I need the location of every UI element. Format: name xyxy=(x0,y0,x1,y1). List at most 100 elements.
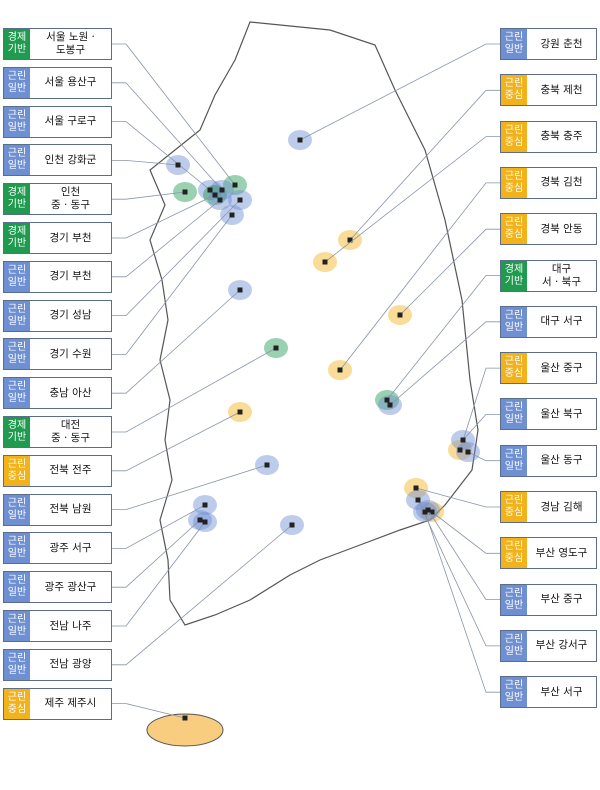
type-tag: 근린 일반 xyxy=(4,649,30,680)
leader-line xyxy=(112,521,206,627)
name-text: 충남 아산 xyxy=(49,386,92,399)
district-name: 충남 아산 xyxy=(30,378,111,408)
type-tag: 근린 일반 xyxy=(4,572,30,603)
name-text: 중 · 동구 xyxy=(51,199,90,212)
type-tag: 근린 일반 xyxy=(501,29,527,59)
tag-text: 중심 xyxy=(504,507,524,518)
district-name: 경기 부천 xyxy=(30,223,111,253)
tag-text: 일반 xyxy=(7,664,27,676)
tag-text: 근린 xyxy=(7,342,27,354)
tag-text: 경제 xyxy=(504,263,524,275)
leader-line xyxy=(112,464,268,511)
tag-text: 일반 xyxy=(7,393,27,405)
leader-line xyxy=(424,511,500,693)
leader-line xyxy=(112,43,236,186)
point xyxy=(337,367,343,373)
district-name: 울산 중구 xyxy=(527,353,596,383)
point xyxy=(415,497,421,503)
tag-text: 일반 xyxy=(504,460,524,472)
name-text: 전남 광양 xyxy=(49,658,92,671)
district-name: 대전 중 · 동구 xyxy=(30,417,111,447)
type-tag: 근린 일반 xyxy=(4,145,30,176)
leader-line xyxy=(427,509,500,600)
district-name: 전북 남원 xyxy=(30,495,111,525)
leader-line xyxy=(112,524,293,666)
name-text: 경기 수원 xyxy=(49,347,92,360)
label-box: 경제 기반 대전 중 · 동구 xyxy=(3,416,112,448)
leader-line xyxy=(467,451,500,462)
label-box: 근린 일반 충남 아산 xyxy=(3,377,112,410)
point xyxy=(217,197,223,203)
leader-line xyxy=(339,182,500,371)
tag-text: 중심 xyxy=(504,553,524,565)
leader-line xyxy=(112,411,241,472)
name-text: 강원 춘천 xyxy=(540,37,583,50)
district-name: 인천 중 · 동구 xyxy=(30,184,111,214)
district-name: 서울 용산구 xyxy=(30,68,111,98)
type-tag: 경제 기반 xyxy=(4,29,30,59)
name-text: 울산 북구 xyxy=(540,407,583,420)
leader-line xyxy=(112,159,179,166)
point xyxy=(237,287,243,293)
type-tag: 경제 기반 xyxy=(4,223,30,253)
district-name: 전남 광양 xyxy=(30,650,111,680)
name-text: 서울 구로구 xyxy=(44,115,97,128)
tag-text: 경제 xyxy=(7,187,27,199)
district-name: 경북 안동 xyxy=(527,214,596,244)
point xyxy=(384,397,390,403)
tag-text: 근린 xyxy=(504,402,524,414)
type-tag: 경제 기반 xyxy=(501,260,527,291)
tag-text: 근린 xyxy=(504,495,524,506)
point xyxy=(457,447,463,453)
label-box: 근린 일반 부산 강서구 xyxy=(500,629,597,662)
leader-line xyxy=(112,519,201,588)
tag-text: 근린 xyxy=(504,633,524,645)
point xyxy=(264,462,270,468)
jeju xyxy=(146,713,224,747)
type-tag: 근린 일반 xyxy=(4,261,30,292)
tag-text: 근린 xyxy=(504,587,524,599)
tag-text: 근린 xyxy=(7,70,27,82)
label-box: 근린 중심 경남 김해 xyxy=(500,491,597,523)
tag-text: 일반 xyxy=(7,121,27,133)
leader-line xyxy=(415,487,500,508)
type-tag: 근린 일반 xyxy=(4,533,30,564)
name-text: 경기 성남 xyxy=(49,309,92,322)
name-text: 부산 서구 xyxy=(540,685,583,698)
label-box: 근린 일반 전남 광양 xyxy=(3,648,112,681)
district-name: 충북 충주 xyxy=(527,122,596,152)
district-name: 경기 부천 xyxy=(30,262,111,292)
tag-text: 일반 xyxy=(504,692,524,704)
label-box: 근린 중심 경북 김천 xyxy=(500,166,597,199)
name-text: 충북 충주 xyxy=(540,130,583,143)
tag-text: 일반 xyxy=(504,599,524,611)
tag-text: 근린 xyxy=(504,448,524,460)
point xyxy=(202,502,208,508)
label-box: 근린 일반 전북 남원 xyxy=(3,493,112,526)
tag-text: 일반 xyxy=(504,414,524,426)
point xyxy=(207,187,213,193)
tag-text: 기반 xyxy=(7,44,27,55)
point xyxy=(237,197,243,203)
type-tag: 경제 기반 xyxy=(4,417,30,447)
label-box: 근린 일반 부산 중구 xyxy=(500,583,597,616)
tag-text: 중심 xyxy=(504,229,524,241)
tag-text: 근린 xyxy=(504,680,524,692)
tag-text: 일반 xyxy=(504,321,524,333)
tag-text: 기반 xyxy=(7,432,27,443)
type-tag: 근린 일반 xyxy=(4,378,30,409)
point xyxy=(175,162,181,168)
name-text: 울산 동구 xyxy=(540,454,583,467)
name-text: 충북 제천 xyxy=(540,83,583,96)
label-box: 경제 기반 서울 노원 · 도봉구 xyxy=(3,28,112,60)
type-tag: 경제 기반 xyxy=(4,184,30,215)
tag-text: 근린 xyxy=(7,614,27,625)
tag-text: 근린 xyxy=(504,32,524,43)
tag-text: 근린 xyxy=(7,381,27,393)
name-text: 광주 광산구 xyxy=(44,580,97,593)
tag-text: 중심 xyxy=(7,703,27,715)
district-name: 인천 강화군 xyxy=(30,145,111,175)
district-name: 경북 김천 xyxy=(527,168,596,198)
district-name: 광주 광산구 xyxy=(30,572,111,602)
